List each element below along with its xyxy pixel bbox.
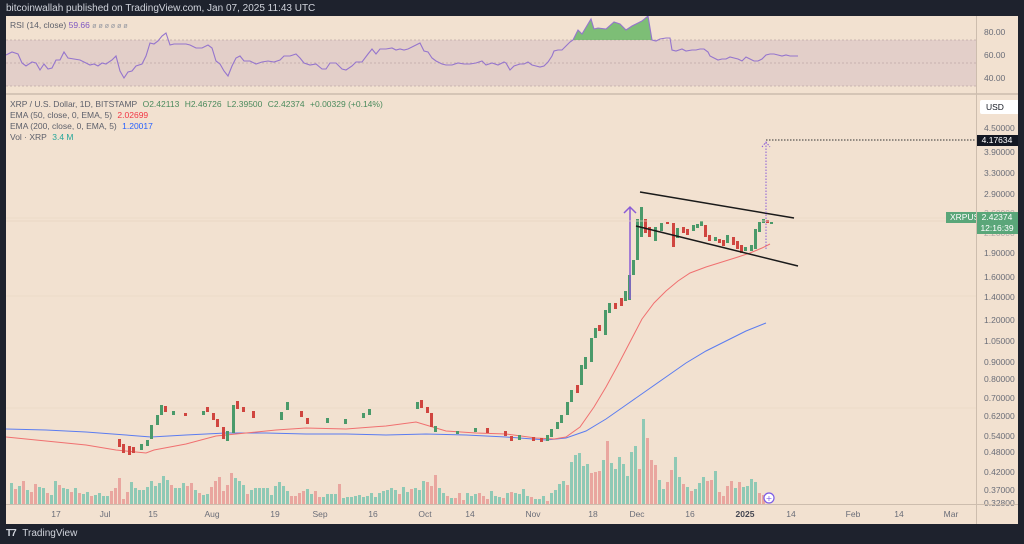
ema50-value: 2.02699 <box>117 110 149 120</box>
price-tick: 1.05000 <box>984 336 1015 346</box>
time-label: Mar <box>943 509 959 519</box>
rsi-value: 59.66 <box>68 20 90 30</box>
flag-lower-line <box>635 225 799 267</box>
publisher-header: bitcoinwallah published on TradingView.c… <box>6 3 316 14</box>
ema50-label: EMA (50, close, 0, EMA, 5) <box>10 110 113 120</box>
price-legend: XRP / U.S. Dollar, 1D, BITSTAMP O2.42113… <box>10 99 386 143</box>
ohlc-close: C2.42374 <box>267 99 305 109</box>
price-tick: 1.60000 <box>984 272 1015 282</box>
time-label: Jul <box>99 509 111 519</box>
rsi-pane[interactable]: RSI (14, close) 59.66 ø ø ø ø ø ø 80.00 … <box>6 16 1018 93</box>
rsi-placeholders: ø ø ø ø ø ø <box>92 23 128 30</box>
ohlc-low: L2.39500 <box>226 99 263 109</box>
price-tick: 0.37000 <box>984 485 1015 495</box>
time-label: 18 <box>588 509 598 519</box>
ema200-label: EMA (200, close, 0, EMA, 5) <box>10 121 117 131</box>
rsi-legend: RSI (14, close) 59.66 ø ø ø ø ø ø <box>10 20 128 30</box>
time-label: 14 <box>894 509 904 519</box>
ohlc-high: H2.46726 <box>184 99 222 109</box>
currency-button[interactable]: USD <box>980 100 1018 114</box>
time-axis[interactable]: 17 Jul 15 Aug 19 Sep 16 Oct 14 Nov 18 De… <box>6 504 1018 524</box>
volume-bars <box>10 419 765 504</box>
volume-legend[interactable]: Vol · XRP 3.4 M <box>10 132 386 143</box>
candles <box>10 205 772 457</box>
time-label-year: 2025 <box>735 509 755 519</box>
ema200-value: 1.20017 <box>122 121 153 131</box>
bar-countdown: 12:16:39 <box>980 223 1014 233</box>
time-label: 17 <box>51 509 61 519</box>
vol-value: 3.4 M <box>52 132 74 142</box>
rsi-tick-80: 80.00 <box>984 27 1006 37</box>
price-tick: 0.32800 <box>984 498 1015 508</box>
time-label: 14 <box>786 509 796 519</box>
time-label: Dec <box>629 509 645 519</box>
price-tick: 0.70000 <box>984 393 1015 403</box>
vol-label: Vol · XRP <box>10 132 47 142</box>
price-tick: 1.40000 <box>984 292 1015 302</box>
event-marker-icon <box>763 492 775 504</box>
price-tick: 0.48000 <box>984 447 1015 457</box>
time-label: Oct <box>418 509 432 519</box>
time-label: 14 <box>465 509 475 519</box>
pane-separator[interactable] <box>6 93 1018 95</box>
footer-brand: TradingView <box>22 528 78 539</box>
price-tick: 0.80000 <box>984 374 1015 384</box>
price-tick: 0.90000 <box>984 357 1015 367</box>
price-axis-divider[interactable] <box>976 16 977 524</box>
time-label: Nov <box>525 509 541 519</box>
rsi-label: RSI (14, close) <box>10 20 67 30</box>
price-tick: 3.30000 <box>984 168 1015 178</box>
time-label: Sep <box>312 509 328 519</box>
symbol-ohlc-line: XRP / U.S. Dollar, 1D, BITSTAMP O2.42113… <box>10 99 386 110</box>
price-tick: 2.90000 <box>984 189 1015 199</box>
symbol-title: XRP / U.S. Dollar, 1D, BITSTAMP <box>10 99 138 109</box>
candle-bodies <box>118 207 773 455</box>
rsi-plot <box>6 16 976 87</box>
price-tick: 4.50000 <box>984 123 1015 133</box>
price-tick: 1.90000 <box>984 248 1015 258</box>
price-tick: 0.42000 <box>984 467 1015 477</box>
time-label: 15 <box>148 509 158 519</box>
flag-upper-line <box>639 191 795 219</box>
footer: T7 TradingView <box>6 527 77 541</box>
ohlc-change: +0.00329 (+0.14%) <box>310 99 383 109</box>
target-price-tag: 4.17634 <box>976 135 1018 146</box>
time-label: 19 <box>270 509 280 519</box>
price-tick: 0.62000 <box>984 411 1015 421</box>
symbol-tag: XRPUSD <box>946 212 990 223</box>
ohlc-open: O2.42113 <box>142 99 180 109</box>
chart-frame[interactable]: RSI (14, close) 59.66 ø ø ø ø ø ø 80.00 … <box>6 16 1018 524</box>
price-plot: + <box>6 139 976 504</box>
price-tick: 0.54000 <box>984 431 1015 441</box>
ema200-legend[interactable]: EMA (200, close, 0, EMA, 5) 1.20017 <box>10 121 386 132</box>
last-price: 2.42374 <box>981 212 1013 222</box>
price-tick: 1.20000 <box>984 315 1015 325</box>
time-label: Aug <box>204 509 220 519</box>
tradingview-logo-icon: T7 <box>6 528 17 539</box>
ema50-legend[interactable]: EMA (50, close, 0, EMA, 5) 2.02699 <box>10 110 386 121</box>
last-price-tag: 2.42374 12:16:39 <box>976 212 1018 234</box>
rsi-tick-40: 40.00 <box>984 73 1006 83</box>
ema200-line <box>6 322 767 441</box>
time-label: 16 <box>368 509 378 519</box>
price-tick: 3.90000 <box>984 147 1015 157</box>
price-pane[interactable]: + XRP / U.S. Dollar, 1D, BITSTAMP O2.421… <box>6 95 1018 508</box>
time-label: Feb <box>845 509 861 519</box>
rsi-tick-60: 60.00 <box>984 50 1006 60</box>
ema50-line <box>6 243 771 454</box>
svg-text:+: + <box>766 494 773 503</box>
time-label: 16 <box>685 509 695 519</box>
